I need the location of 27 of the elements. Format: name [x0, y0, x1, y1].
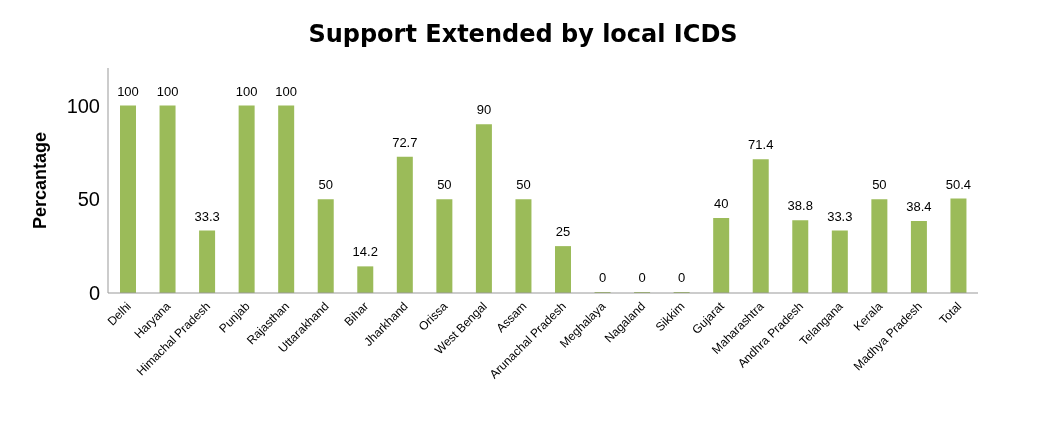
data-label: 25	[555, 224, 571, 240]
data-label: 14.2	[352, 244, 378, 260]
data-label: 38.8	[787, 198, 813, 214]
data-label: 38.4	[906, 199, 932, 214]
data-label: 100	[117, 83, 139, 99]
data-label: 0	[678, 270, 686, 285]
y-tick-label: 50	[77, 188, 100, 211]
data-label: 0	[638, 270, 646, 285]
data-label: 0	[598, 270, 607, 285]
chart-title: Support Extended by local ICDS	[307, 20, 739, 48]
data-label: 100	[275, 83, 298, 99]
data-label: 72.7	[392, 134, 418, 150]
data-label: 100	[235, 83, 258, 99]
data-label: 100	[156, 83, 179, 99]
y-tick-label: 100	[66, 94, 100, 117]
data-label: 50	[516, 177, 531, 193]
data-label: 90	[476, 102, 492, 118]
y-tick-label: 0	[88, 282, 100, 305]
y-axis-title: Percantage	[30, 131, 51, 230]
data-label: 33.3	[194, 208, 220, 224]
data-label: 50.4	[945, 176, 972, 192]
data-label: 50	[872, 177, 887, 193]
data-label: 50	[437, 177, 452, 193]
data-label: 40	[713, 196, 729, 211]
data-label: 50	[318, 177, 333, 193]
data-label: 71.4	[748, 137, 774, 153]
data-label: 33.3	[827, 208, 853, 224]
